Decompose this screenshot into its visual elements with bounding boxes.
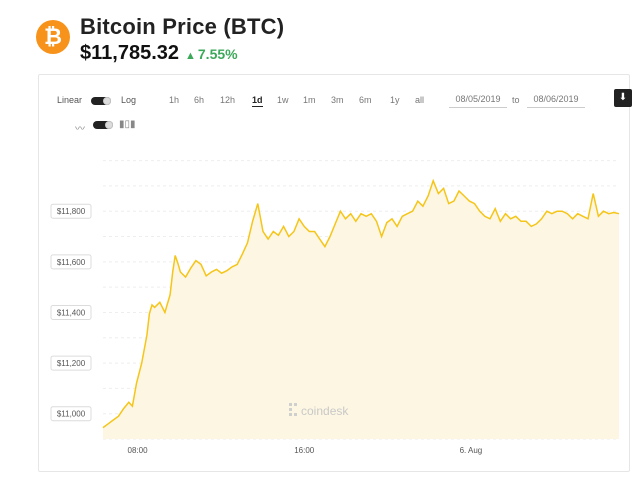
coindesk-watermark: coindesk xyxy=(301,404,349,418)
range-1d[interactable]: 1d xyxy=(252,95,263,107)
y-tick-label: $11,000 xyxy=(57,410,86,419)
range-1y[interactable]: 1y xyxy=(390,95,400,105)
up-arrow-icon: ▲ xyxy=(185,50,196,62)
date-from-input[interactable]: 08/05/2019 xyxy=(449,92,507,108)
y-tick-box xyxy=(50,254,92,270)
download-button[interactable]: ⬇ xyxy=(614,89,632,107)
range-6h[interactable]: 6h xyxy=(194,95,205,105)
download-icon: ⬇ xyxy=(618,92,628,103)
page-title: Bitcoin Price (BTC) xyxy=(80,14,285,39)
date-to-separator: to xyxy=(512,95,520,105)
toggle-knob xyxy=(103,97,111,105)
range-1m[interactable]: 1m xyxy=(303,95,316,105)
chart-type-toggle[interactable] xyxy=(93,121,113,129)
x-tick-label: 6. Aug xyxy=(460,446,483,455)
line-chart-icon[interactable]: 〰 xyxy=(75,124,85,135)
candlestick-icon[interactable]: ▮▯▮ xyxy=(119,119,136,130)
price-change-percent: 7.55% xyxy=(197,46,238,62)
scale-toggle[interactable] xyxy=(91,97,111,105)
y-tick-box xyxy=(50,406,92,422)
coindesk-logo-icon xyxy=(289,413,292,416)
y-tick-label: $11,400 xyxy=(57,308,86,317)
chart-type-row: 〰 ▮▯▮ xyxy=(75,119,155,135)
range-all[interactable]: all xyxy=(415,95,425,105)
range-1h[interactable]: 1h xyxy=(169,95,180,105)
bitcoin-logo-icon: ₿ xyxy=(36,20,70,54)
y-tick-box xyxy=(50,304,92,320)
toggle-knob xyxy=(105,121,113,129)
y-tick-label: $11,600 xyxy=(57,258,86,267)
chart-controls: Linear Log 1h 6h 12h 1d 1w 1m 3m 6m 1y a… xyxy=(57,89,632,109)
y-tick-box xyxy=(50,355,92,371)
price-area-fill xyxy=(103,180,619,440)
scale-linear-label[interactable]: Linear xyxy=(57,95,83,105)
current-price: $11,785.32 xyxy=(80,42,179,64)
date-to-input[interactable]: 08/06/2019 xyxy=(527,92,585,108)
chart-card: Linear Log 1h 6h 12h 1d 1w 1m 3m 6m 1y a… xyxy=(38,74,632,472)
y-tick-box xyxy=(50,203,92,219)
coindesk-logo-icon xyxy=(294,403,297,406)
y-tick-label: $11,800 xyxy=(57,207,86,216)
price-header: ₿ Bitcoin Price (BTC) $11,785.32 ▲ 7.55% xyxy=(36,14,636,70)
y-tick-label: $11,200 xyxy=(57,359,86,368)
coindesk-logo-icon xyxy=(289,403,292,406)
coindesk-logo-icon xyxy=(294,413,297,416)
range-6m[interactable]: 6m xyxy=(359,95,372,105)
coindesk-logo-icon xyxy=(289,408,292,411)
x-tick-label: 16:00 xyxy=(294,446,315,455)
x-tick-label: 08:00 xyxy=(128,446,149,455)
price-row: $11,785.32 ▲ 7.55% xyxy=(80,42,238,65)
range-12h[interactable]: 12h xyxy=(220,95,236,105)
price-series-line xyxy=(102,178,620,429)
scale-log-label[interactable]: Log xyxy=(121,95,137,105)
range-3m[interactable]: 3m xyxy=(331,95,344,105)
range-1w[interactable]: 1w xyxy=(277,95,289,105)
price-chart[interactable]: $11,000 $11,200 $11,400 $11,600 $11,800 08:00… xyxy=(39,75,629,471)
